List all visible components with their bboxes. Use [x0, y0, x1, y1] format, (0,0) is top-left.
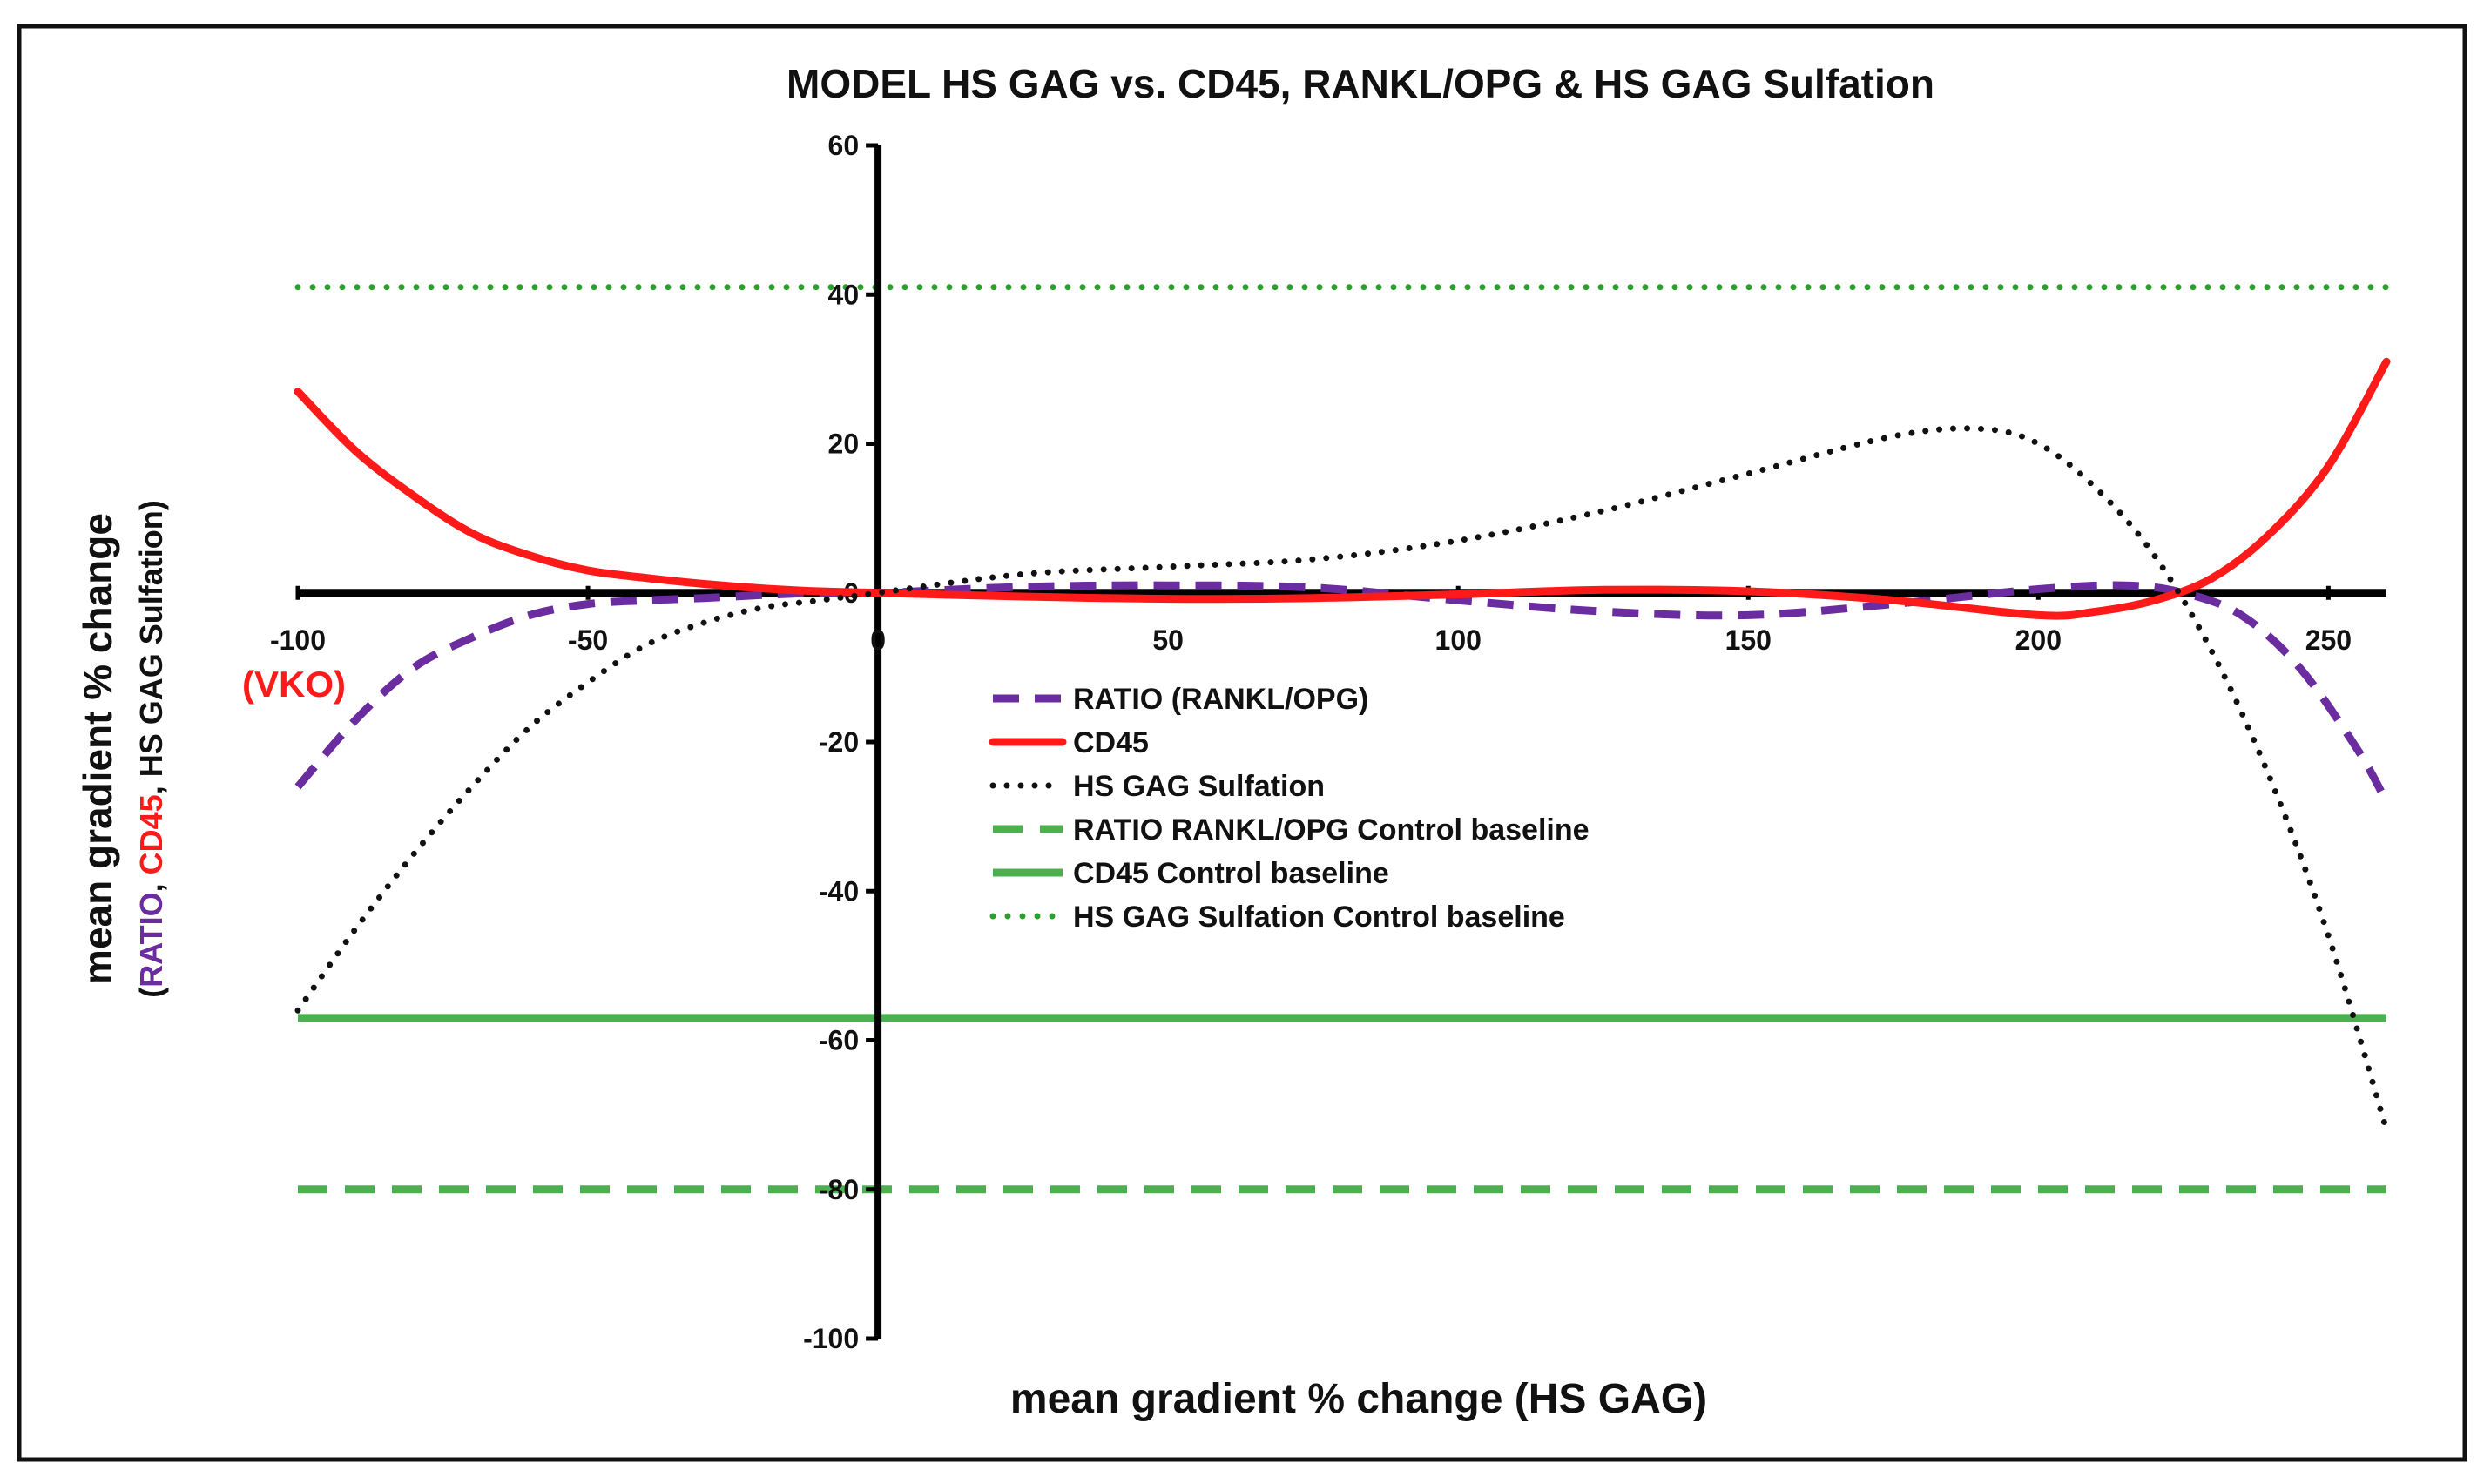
y-tick-label: -60 [819, 1025, 859, 1056]
y-sublabel-open: ( [133, 988, 169, 998]
legend-label: RATIO RANKL/OPG Control baseline [1073, 813, 1590, 847]
x-tick-label: 200 [2015, 624, 2062, 656]
series-layer [294, 357, 2391, 1133]
y-tick-label: 60 [828, 130, 860, 161]
y-tick-label: 20 [828, 428, 860, 460]
y-axis-label-group: mean gradient % change [75, 513, 120, 985]
x-tick-label: -100 [270, 624, 326, 656]
y-tick-label: -80 [819, 1174, 859, 1205]
y-axis-label: mean gradient % change [75, 513, 120, 985]
x-tick-label: 250 [2305, 624, 2352, 656]
x-tick-label: -50 [568, 624, 608, 656]
legend-label: HS GAG Sulfation Control baseline [1073, 901, 1565, 934]
x-tick-label: 50 [1152, 624, 1184, 656]
x-tick-label: 150 [1725, 624, 1772, 656]
y-axis-sublabel: (RATIO, CD45, HS GAG Sulfation) [133, 500, 169, 997]
y-tick-label: -40 [819, 875, 859, 907]
x-tick-label: 100 [1435, 624, 1482, 656]
y-tick-label: 40 [828, 279, 860, 310]
series-cd45 [294, 357, 2391, 620]
annotation-vko: (VKO) [242, 664, 346, 705]
chart-frame [17, 24, 2467, 1462]
y-tick-label: -20 [819, 726, 859, 758]
y-tick-label: -100 [803, 1323, 859, 1354]
legend: RATIO (RANKL/OPG) CD45 HS GAG Sulfation RAT… [989, 683, 1590, 934]
y-sublabel-rest: , HS GAG Sulfation) [133, 500, 169, 794]
x-axis-label: mean gradient % change (HS GAG) [1010, 1376, 1707, 1422]
legend-label: RATIO (RANKL/OPG) [1073, 683, 1368, 716]
y-axis-sublabel-group: (RATIO, CD45, HS GAG Sulfation) [133, 500, 169, 997]
legend-label: CD45 Control baseline [1073, 857, 1389, 890]
y-sublabel-cd45: CD45 [133, 794, 169, 874]
y-sublabel-ratio: RATIO [133, 892, 169, 987]
baseline-layer [294, 284, 2390, 1194]
x-tick-label: 0 [870, 624, 886, 656]
legend-label: CD45 [1073, 726, 1149, 759]
y-sublabel-sep: , [133, 874, 169, 892]
legend-label: HS GAG Sulfation [1073, 770, 1325, 803]
series-sulfation [294, 425, 2390, 1133]
chart-title: MODEL HS GAG vs. CD45, RANKL/OPG & HS GA… [786, 61, 1934, 106]
series-ratio [294, 581, 2390, 804]
